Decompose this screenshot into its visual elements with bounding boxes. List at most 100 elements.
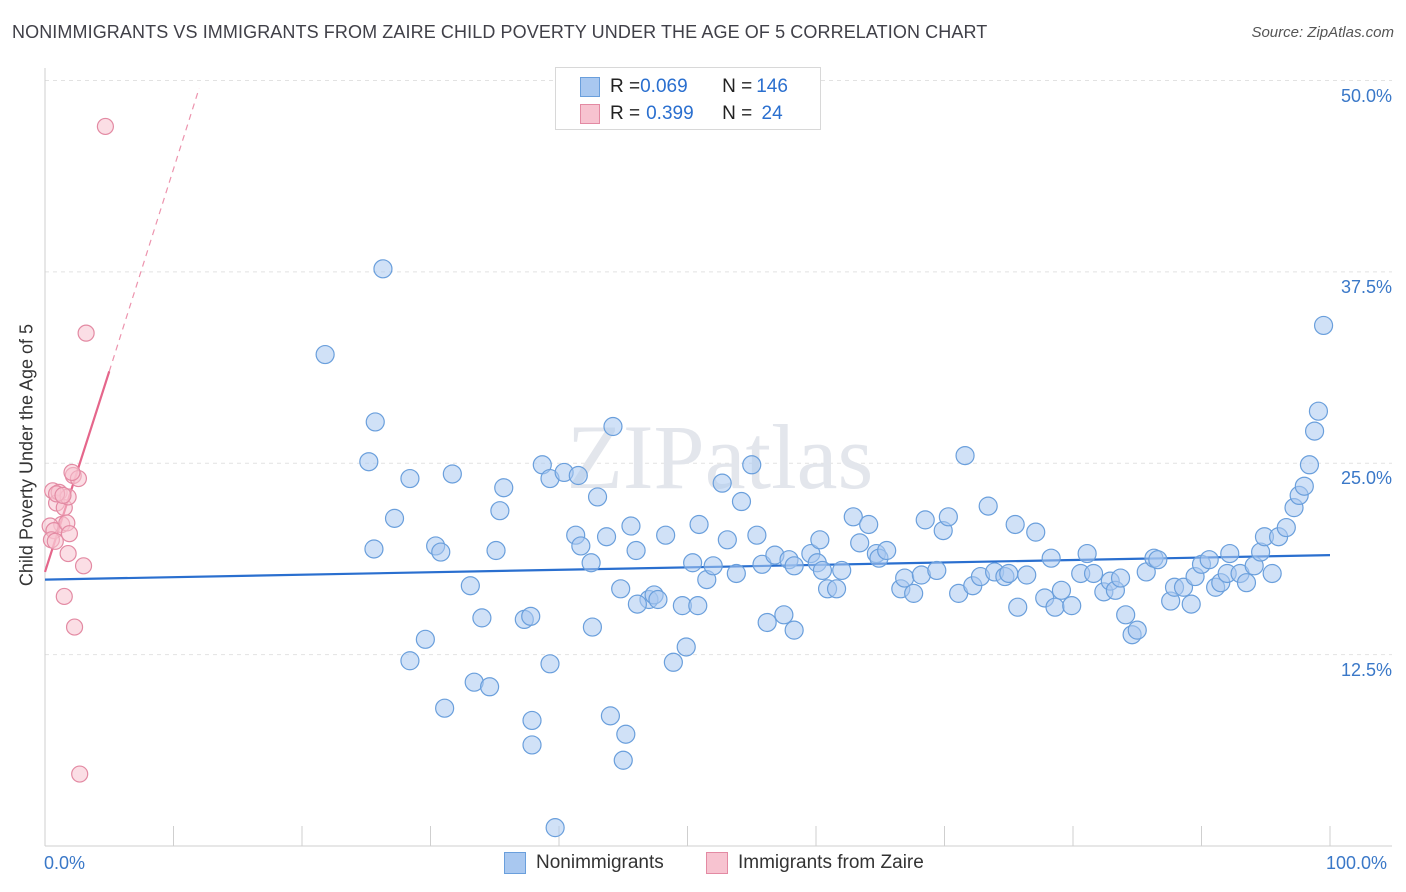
data-point-zaire: [46, 532, 64, 550]
data-point-nonimmigrant: [1313, 315, 1334, 336]
data-point-nonimmigrant: [400, 468, 420, 489]
n-value: 146: [756, 76, 788, 97]
r-label: R =: [610, 76, 641, 97]
data-point-nonimmigrant: [472, 608, 492, 628]
data-point-nonimmigrant: [850, 533, 870, 553]
y-tick-label: 25.0%: [1340, 468, 1392, 488]
gridlines: [45, 80, 1392, 656]
data-point-nonimmigrant: [587, 487, 608, 507]
data-point-nonimmigrant: [774, 605, 794, 625]
data-points: [41, 117, 1334, 838]
data-point-nonimmigrant: [603, 416, 623, 437]
data-point-nonimmigrant: [742, 455, 762, 475]
data-point-nonimmigrant: [689, 514, 709, 535]
data-point-nonimmigrant: [877, 540, 897, 561]
data-point-zaire: [60, 525, 79, 543]
data-point-nonimmigrant: [810, 530, 830, 550]
data-point-nonimmigrant: [915, 510, 935, 530]
data-point-nonimmigrant: [1220, 543, 1240, 564]
data-point-zaire: [71, 765, 89, 783]
x-tick-label: 100.0%: [1326, 853, 1388, 873]
data-point-nonimmigrant: [683, 553, 703, 573]
data-point-nonimmigrant: [656, 525, 676, 545]
data-point-nonimmigrant: [904, 583, 924, 603]
data-point-nonimmigrant: [400, 651, 420, 671]
data-point-nonimmigrant: [1005, 514, 1025, 535]
data-point-nonimmigrant: [955, 445, 975, 466]
r-value: 0.069: [640, 76, 688, 97]
data-point-nonimmigrant: [938, 507, 958, 527]
data-point-nonimmigrant: [1051, 580, 1072, 600]
data-point-nonimmigrant: [581, 553, 601, 573]
data-point-nonimmigrant: [1110, 568, 1131, 588]
data-point-nonimmigrant: [596, 527, 617, 547]
data-point-nonimmigrant: [571, 536, 591, 556]
data-point-nonimmigrant: [784, 620, 804, 640]
legend-label: Immigrants from Zaire: [738, 852, 924, 873]
axes: [44, 68, 1392, 847]
data-point-nonimmigrant: [1262, 563, 1282, 584]
data-point-nonimmigrant: [1116, 605, 1136, 625]
data-point-nonimmigrant: [582, 617, 603, 637]
data-point-nonimmigrant: [1148, 550, 1168, 570]
correlation-legend: R = 0.069 N = 146 R = 0.399 N = 24: [555, 67, 821, 130]
data-point-nonimmigrant: [611, 579, 631, 599]
data-point-nonimmigrant: [648, 589, 668, 610]
data-point-nonimmigrant: [812, 560, 833, 581]
data-point-nonimmigrant: [717, 530, 737, 550]
legend-item-zaire[interactable]: Immigrants from Zaire: [706, 852, 924, 874]
data-point-nonimmigrant: [359, 452, 379, 472]
data-point-nonimmigrant: [731, 491, 752, 512]
data-point-zaire: [65, 618, 84, 636]
data-point-nonimmigrant: [676, 637, 696, 657]
data-point-nonimmigrant: [540, 654, 560, 674]
data-point-nonimmigrant: [600, 706, 621, 726]
data-point-nonimmigrant: [480, 677, 500, 697]
chart-title: NONIMMIGRANTS VS IMMIGRANTS FROM ZAIRE C…: [12, 22, 988, 42]
data-point-nonimmigrant: [712, 473, 732, 493]
data-point-nonimmigrant: [486, 540, 506, 561]
data-point-nonimmigrant: [1045, 597, 1065, 617]
data-point-zaire: [96, 117, 114, 136]
legend-swatch-pink: [580, 104, 600, 124]
data-point-nonimmigrant: [364, 539, 384, 559]
data-point-nonimmigrant: [1083, 563, 1104, 584]
data-point-nonimmigrant: [859, 514, 879, 535]
data-point-nonimmigrant: [442, 464, 462, 484]
data-point-nonimmigrant: [621, 516, 641, 536]
data-point-nonimmigrant: [545, 818, 565, 838]
data-point-nonimmigrant: [1181, 594, 1201, 614]
data-point-nonimmigrant: [315, 344, 335, 365]
data-point-nonimmigrant: [1276, 517, 1296, 538]
legend-item-nonimmigrants[interactable]: Nonimmigrants: [504, 852, 664, 874]
data-point-nonimmigrant: [431, 542, 451, 562]
trend-extension: [108, 87, 200, 372]
data-point-nonimmigrant: [1236, 573, 1257, 593]
data-point-nonimmigrant: [757, 612, 777, 633]
data-point-nonimmigrant: [1308, 401, 1329, 421]
data-point-nonimmigrant: [522, 735, 542, 755]
data-point-zaire: [63, 463, 81, 482]
legend-swatch-blue: [504, 852, 526, 874]
data-point-nonimmigrant: [843, 507, 863, 527]
x-tick-label: 0.0%: [44, 853, 86, 873]
legend-row-zaire: R = 0.399 N = 24: [580, 102, 783, 126]
n-label: N =: [722, 103, 753, 124]
data-point-zaire: [77, 324, 95, 342]
data-point-nonimmigrant: [999, 563, 1019, 584]
data-point-nonimmigrant: [1299, 455, 1320, 475]
data-point-nonimmigrant: [1008, 597, 1028, 617]
data-point-nonimmigrant: [1017, 565, 1037, 585]
r-label: R =: [610, 103, 641, 124]
data-point-nonimmigrant: [1062, 596, 1082, 616]
data-point-nonimmigrant: [1294, 476, 1314, 496]
data-point-nonimmigrant: [826, 579, 847, 599]
data-point-zaire: [59, 544, 77, 563]
data-point-nonimmigrant: [726, 563, 746, 584]
data-point-nonimmigrant: [435, 698, 455, 718]
data-point-nonimmigrant: [613, 750, 633, 770]
n-label: N =: [722, 76, 753, 97]
data-point-nonimmigrant: [373, 259, 393, 279]
data-point-nonimmigrant: [1026, 522, 1046, 542]
